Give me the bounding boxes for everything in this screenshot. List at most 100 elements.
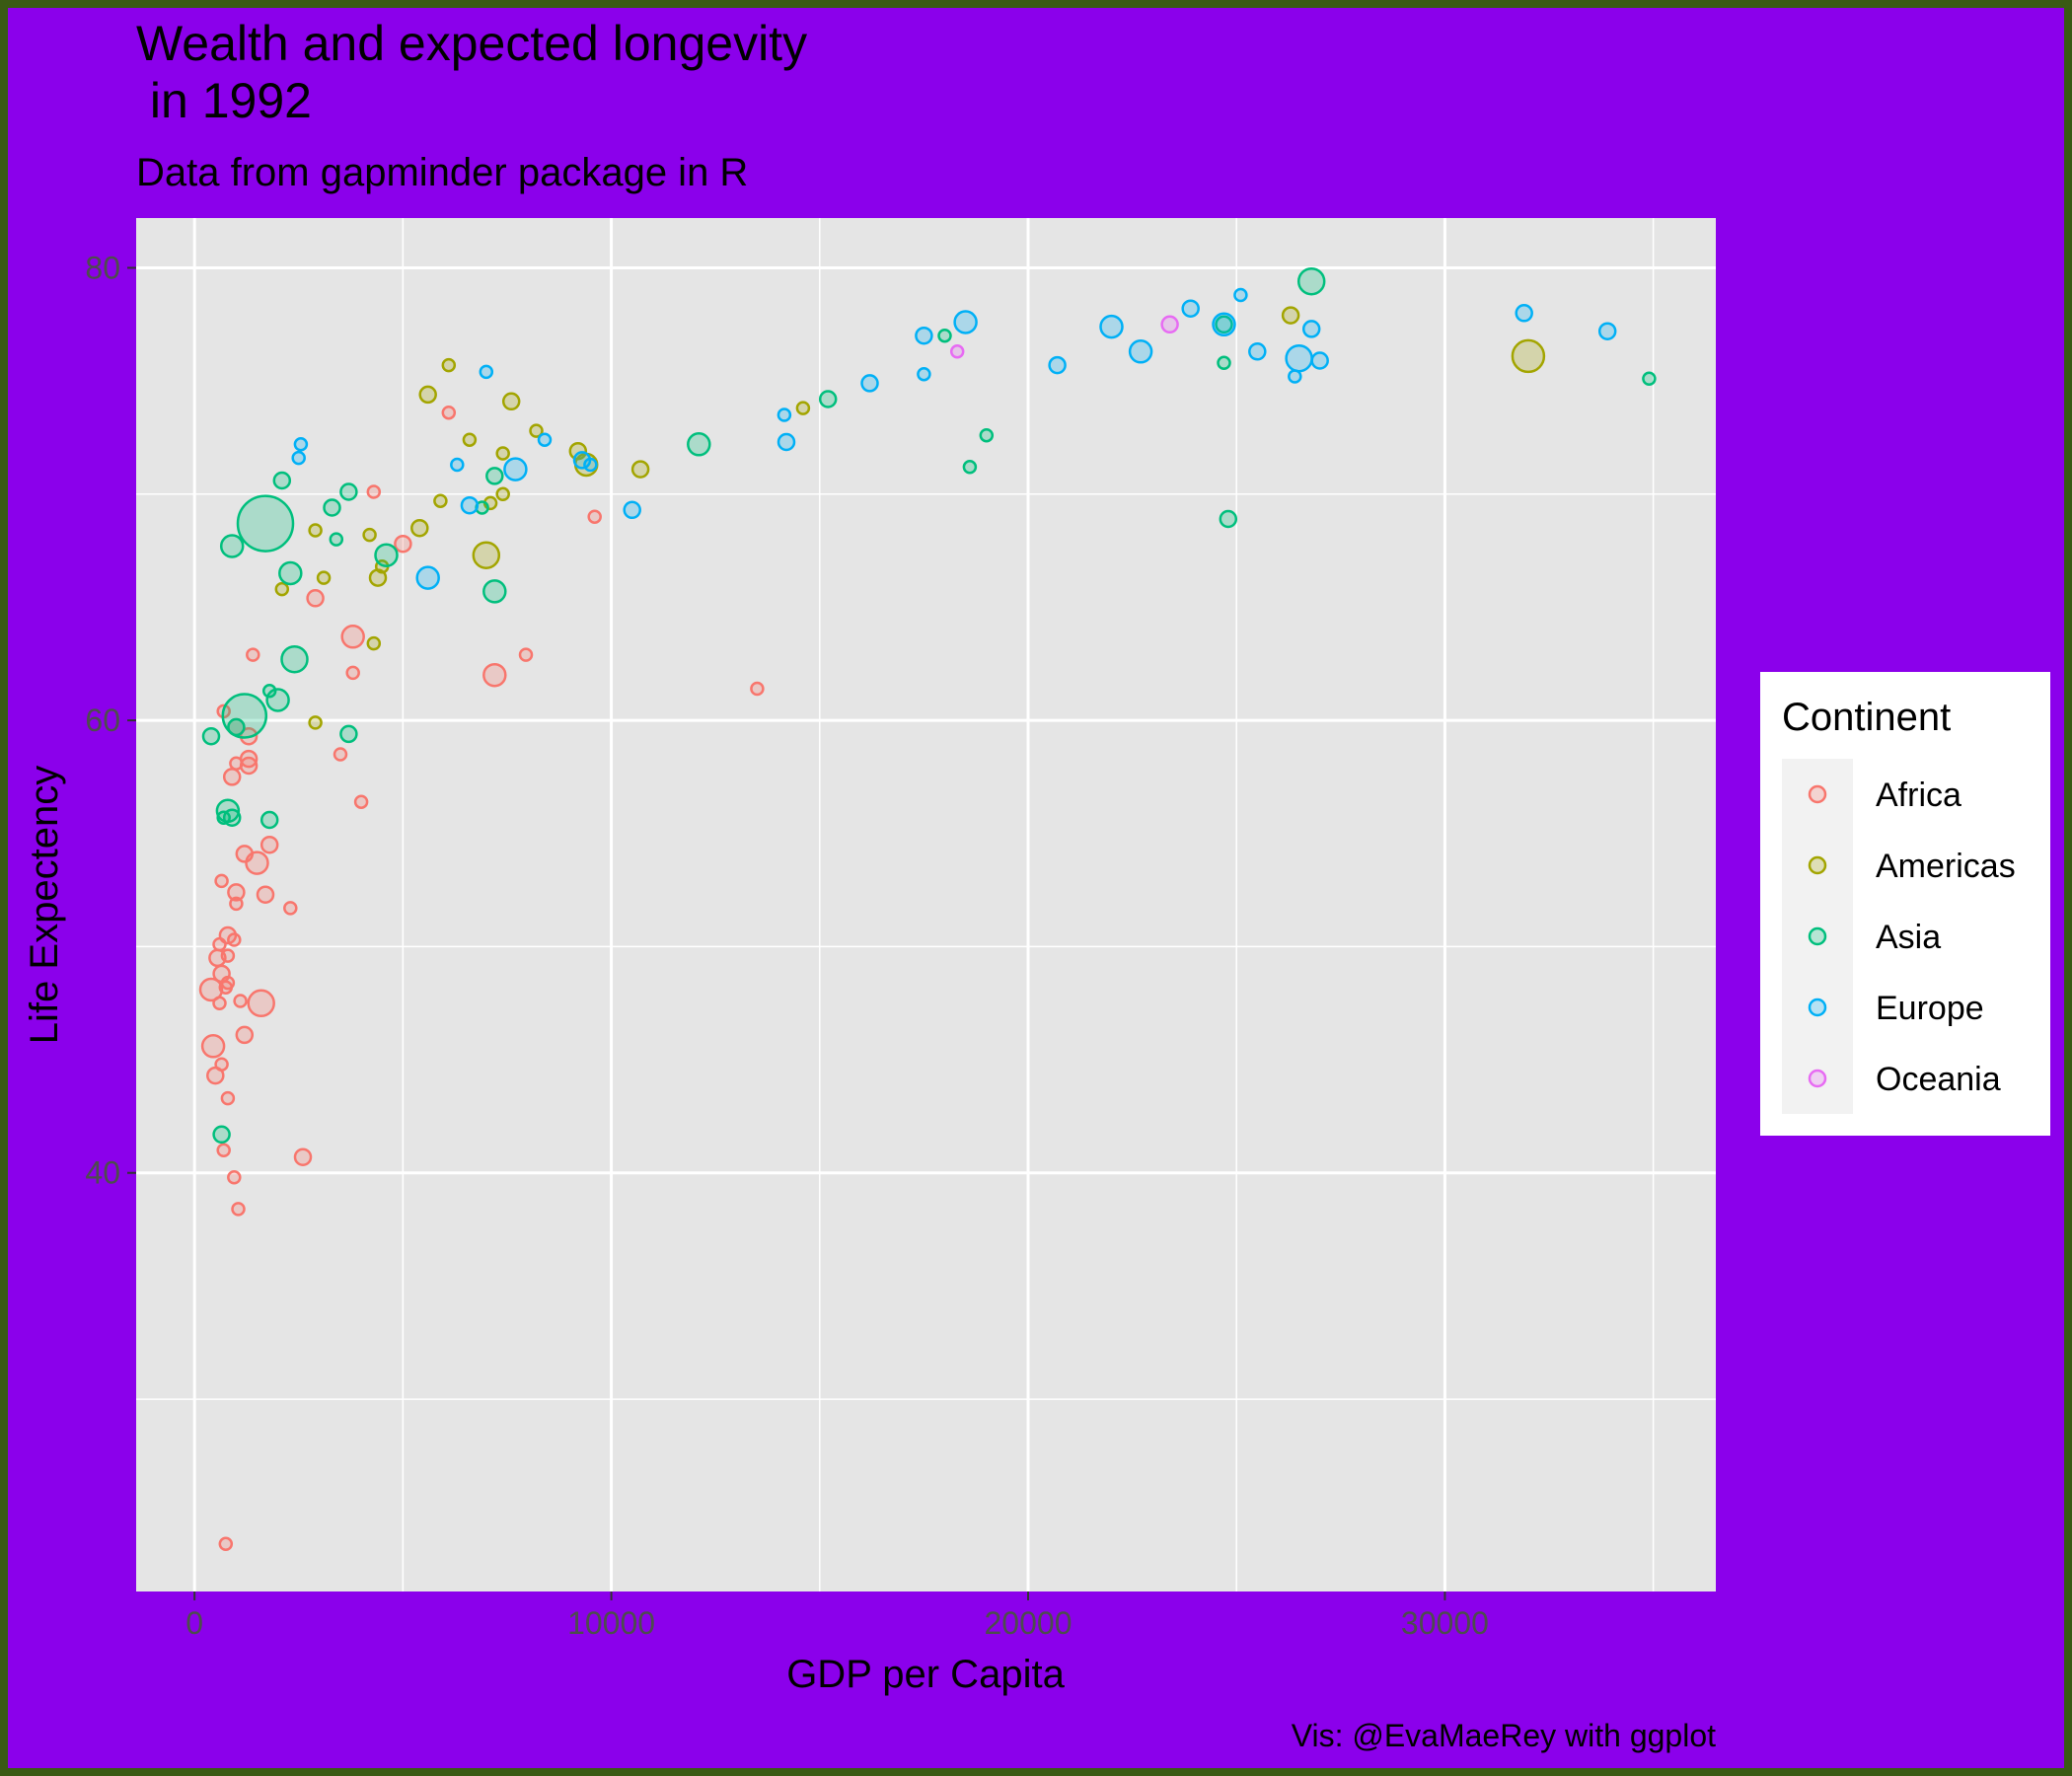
data-point xyxy=(1285,343,1313,373)
data-point xyxy=(979,427,995,443)
legend-item-europe: Europe xyxy=(1808,990,1984,1027)
data-point xyxy=(212,1125,231,1145)
series-americas xyxy=(274,306,1546,730)
data-point xyxy=(777,407,792,422)
data-point xyxy=(1597,322,1617,340)
data-point xyxy=(1301,320,1321,338)
data-points xyxy=(198,266,1657,1552)
data-point xyxy=(218,980,234,995)
data-point xyxy=(272,471,292,490)
data-point xyxy=(503,457,528,481)
data-point xyxy=(1217,355,1231,371)
data-point xyxy=(293,1147,313,1166)
x-axis-ticks: 0 10000 20000 30000 xyxy=(185,1591,1489,1641)
data-point xyxy=(441,405,457,420)
data-point xyxy=(394,534,412,554)
data-point xyxy=(339,724,358,744)
data-point xyxy=(233,994,248,1008)
data-point xyxy=(283,901,298,916)
data-point xyxy=(501,392,521,411)
data-point xyxy=(482,662,507,688)
chart-caption: Vis: @EvaMaeRey with ggplot xyxy=(1292,1718,1716,1753)
data-point xyxy=(280,644,309,674)
legend-key-circle xyxy=(1808,855,1827,875)
data-point xyxy=(247,989,275,1018)
data-point xyxy=(818,390,838,408)
legend-label: Asia xyxy=(1876,919,1941,956)
data-point xyxy=(777,432,796,452)
data-point xyxy=(340,625,365,649)
minor-gridlines xyxy=(136,218,1716,1591)
data-point xyxy=(495,486,510,502)
legend-label: Americas xyxy=(1876,848,2016,885)
data-point xyxy=(860,374,879,393)
data-point xyxy=(212,964,231,984)
data-point xyxy=(587,509,602,524)
data-point xyxy=(1233,287,1248,303)
data-point xyxy=(261,684,277,699)
data-point xyxy=(218,1536,234,1552)
data-point xyxy=(229,756,244,771)
chart-title-line-1: Wealth and expected longevity xyxy=(136,16,807,71)
data-point xyxy=(460,495,480,515)
data-point xyxy=(216,1143,231,1158)
data-point xyxy=(278,560,303,586)
data-point xyxy=(291,450,306,466)
plot-panel xyxy=(136,218,1716,1591)
series-oceania xyxy=(949,315,1179,359)
data-point xyxy=(583,457,598,473)
data-point xyxy=(259,810,279,830)
y-tick-label: 60 xyxy=(85,703,120,738)
data-point xyxy=(235,845,255,863)
data-point xyxy=(1248,342,1267,361)
series-europe xyxy=(291,287,1617,590)
data-point xyxy=(568,441,588,461)
data-point xyxy=(518,647,534,662)
data-point xyxy=(418,385,437,405)
data-point xyxy=(750,681,765,697)
data-point xyxy=(220,1090,236,1106)
data-point xyxy=(362,527,377,543)
data-point xyxy=(236,494,295,553)
data-point xyxy=(214,873,229,889)
y-axis-ticks: 40 60 80 xyxy=(85,250,136,1191)
data-point xyxy=(220,948,236,963)
data-point xyxy=(316,570,332,585)
data-point xyxy=(529,423,544,438)
data-point xyxy=(219,534,245,558)
data-point xyxy=(227,717,246,737)
data-point xyxy=(962,460,978,475)
data-point xyxy=(572,451,592,470)
data-point xyxy=(306,589,325,608)
y-axis-title: Life Expectency xyxy=(23,766,66,1044)
chart-subtitle: Data from gapminder package in R xyxy=(136,151,748,194)
legend-entries: Africa Americas Asia Europe Oceania xyxy=(1782,759,2016,1114)
data-point xyxy=(953,310,978,334)
data-point xyxy=(246,647,260,662)
data-point xyxy=(329,532,344,547)
legend-item-asia: Asia xyxy=(1808,919,1941,956)
data-point xyxy=(1048,355,1067,375)
data-point xyxy=(198,977,224,1002)
series-africa xyxy=(198,405,765,1552)
data-point xyxy=(1296,266,1326,296)
data-point xyxy=(630,460,650,479)
data-point xyxy=(265,688,290,712)
data-point xyxy=(433,493,448,508)
data-point xyxy=(462,432,478,447)
data-point xyxy=(221,693,268,739)
data-point xyxy=(366,484,382,499)
data-point xyxy=(415,565,440,590)
data-point xyxy=(1642,371,1657,387)
data-point xyxy=(1310,351,1329,370)
data-point xyxy=(227,1170,242,1185)
data-point xyxy=(1128,339,1153,364)
data-point xyxy=(366,635,382,651)
data-point xyxy=(623,500,641,520)
data-point xyxy=(259,835,279,854)
data-point xyxy=(915,326,933,345)
data-point xyxy=(235,1025,255,1045)
legend: Continent Africa Americas Asia Europe Oceani… xyxy=(1760,672,2050,1136)
data-point xyxy=(479,364,494,380)
legend-key-background xyxy=(1782,759,1853,1114)
